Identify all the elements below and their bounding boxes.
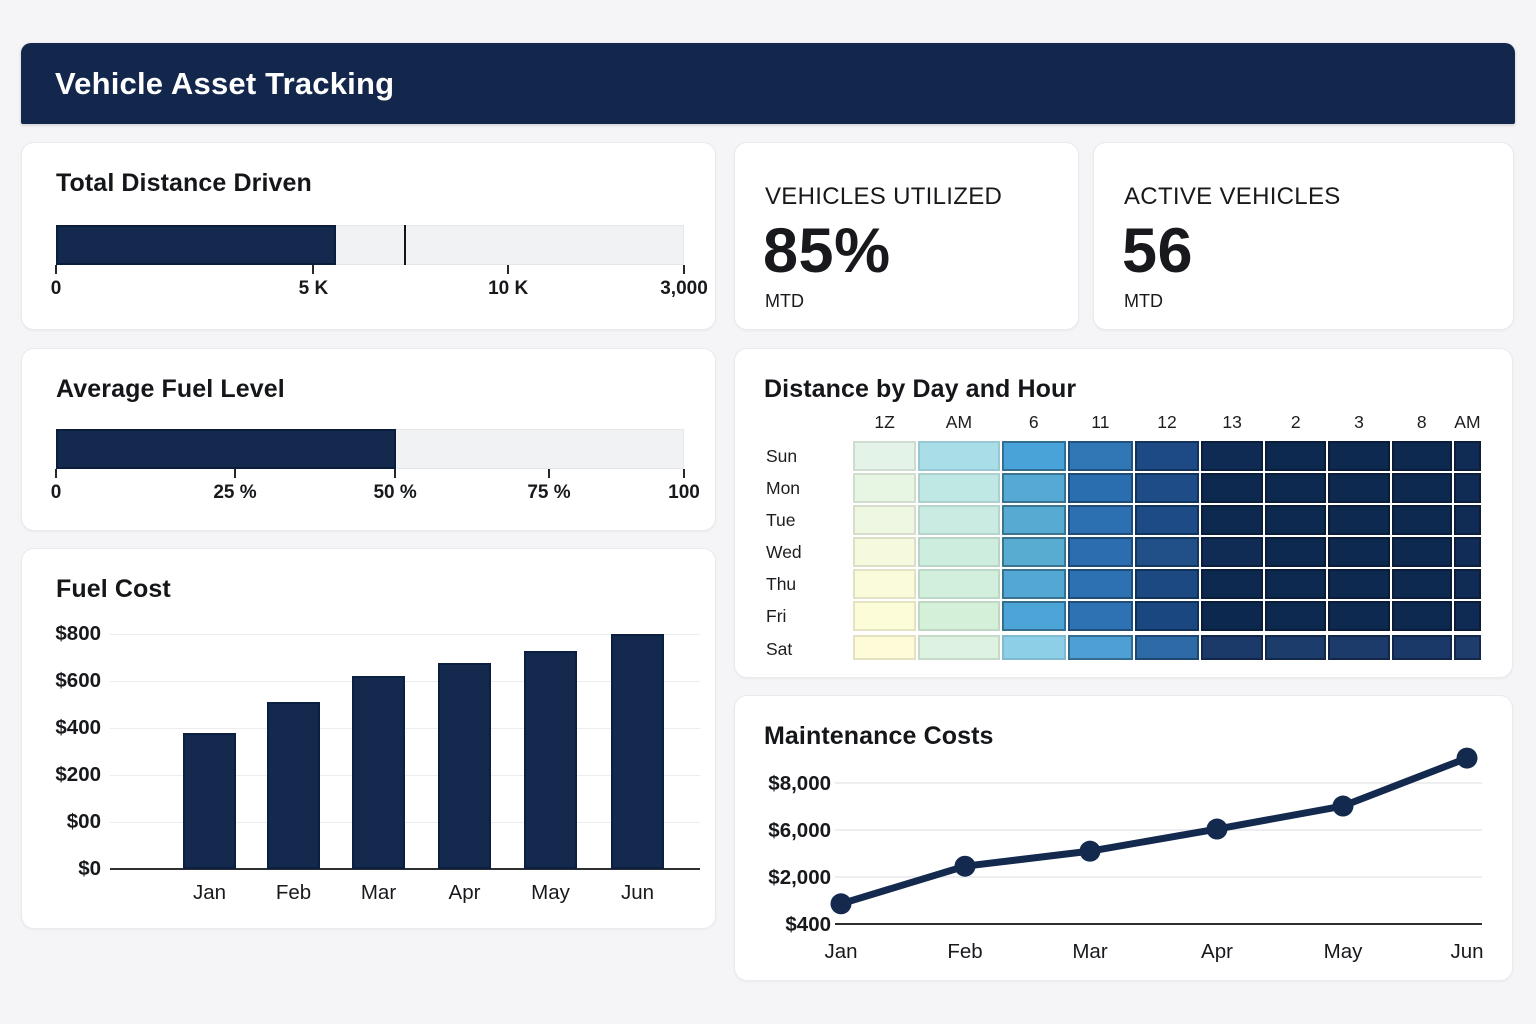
bullet-axis: 0 25 % 50 % 75 % 100 — [51, 469, 700, 515]
y-axis-label: $6,000 — [768, 819, 831, 842]
y-axis-label: $800 — [55, 622, 101, 645]
average-fuel-bullet-chart: 0 25 % 50 % 75 % 100 — [51, 429, 700, 515]
bullet-value-bar — [56, 225, 336, 265]
total-distance-bullet-chart: 0 5 K 10 K 3,000 — [51, 225, 708, 311]
gridline — [110, 680, 700, 682]
x-axis-label: Jan — [824, 940, 857, 963]
kpi-value: 56 — [1122, 216, 1194, 286]
kpi-caption: MTD — [765, 291, 804, 311]
data-point — [1206, 818, 1228, 840]
y-axis-label: $200 — [55, 763, 101, 786]
fuel-cost-bar-chart: $0 $00 $200 $400 $600 $800 Jan Feb Mar Apr May Jun — [22, 549, 715, 928]
axis-tick-label: 100 — [668, 482, 700, 503]
x-axis-label: Feb — [947, 940, 982, 963]
card-title-average-fuel-level: Average Fuel Level — [56, 375, 285, 403]
data-point — [1079, 840, 1101, 862]
kpi-caption: MTD — [1124, 291, 1163, 311]
bullet-target-line — [404, 225, 407, 265]
bar — [352, 675, 405, 869]
maintenance-line-chart: $400 $2,000 $6,000 $8,000 Jan Feb Mar Apr May Jun — [768, 747, 1484, 963]
x-axis-label: May — [1324, 940, 1363, 963]
gridline — [110, 727, 700, 729]
card-title-total-distance: Total Distance Driven — [56, 169, 312, 197]
bar — [267, 702, 320, 869]
bullet-track — [56, 225, 684, 265]
page-title: Vehicle Asset Tracking — [55, 65, 395, 101]
y-axis-label: $600 — [55, 669, 101, 692]
axis-tick-mark — [394, 469, 397, 478]
x-axis-label: Apr — [448, 881, 481, 904]
bullet-value-bar — [56, 429, 397, 469]
x-axis-label: Apr — [1201, 940, 1233, 963]
card-maintenance-costs: Maintenance Costs $400 $2,000 $6,000 $8,000… — [734, 695, 1513, 981]
bar — [611, 634, 664, 869]
kpi-value: 85% — [763, 216, 891, 286]
axis-tick-mark — [547, 469, 550, 478]
kpi-label: ACTIVE VEHICLES — [1124, 183, 1341, 210]
x-axis-line — [110, 868, 700, 870]
axis-tick-label: 50 % — [373, 482, 417, 503]
axis-tick-mark — [683, 265, 685, 274]
bar — [524, 650, 577, 869]
data-point — [1456, 747, 1478, 769]
axis-tick-mark — [55, 265, 57, 274]
card-fuel-cost: Fuel Cost $0 $00 $200 $400 $600 $800 Jan Feb Mar… — [21, 548, 716, 929]
gridline — [110, 821, 700, 823]
x-axis-label: Feb — [275, 881, 312, 904]
y-axis-label: $400 — [55, 716, 101, 739]
bar — [438, 663, 491, 869]
axis-tick-mark — [683, 469, 685, 478]
card-title-fuel-cost: Fuel Cost — [56, 575, 171, 603]
axis-tick-label: 0 — [50, 278, 62, 299]
axis-tick-label: 5 K — [298, 278, 329, 299]
axis-tick-label: 0 — [50, 482, 62, 503]
bar — [183, 733, 236, 869]
y-axis-label: $2,000 — [768, 866, 831, 889]
x-axis-label: May — [531, 881, 570, 904]
axis-tick-label: 10 K — [488, 278, 529, 299]
bullet-track — [56, 429, 684, 469]
x-axis-label: Jun — [620, 881, 655, 904]
y-axis-label: $400 — [785, 913, 831, 936]
card-distance-heatmap: Distance by Day and Hour — [734, 348, 1513, 678]
y-axis-label: $8,000 — [768, 772, 831, 795]
y-axis-label: $0 — [78, 857, 101, 880]
x-axis-label: Mar — [360, 881, 397, 904]
axis-tick-mark — [507, 265, 510, 274]
app-header: Vehicle Asset Tracking — [21, 43, 1515, 124]
x-axis-label: Jan — [192, 881, 227, 904]
card-title-maintenance-costs: Maintenance Costs — [764, 722, 994, 750]
gridline — [110, 633, 700, 635]
axis-tick-mark — [233, 469, 236, 478]
x-axis-label: Mar — [1072, 940, 1107, 963]
data-point — [830, 893, 852, 915]
card-total-distance: Total Distance Driven 0 5 K 10 K 3,000 — [21, 142, 716, 330]
axis-tick-mark — [312, 265, 315, 274]
data-point — [1332, 795, 1354, 817]
card-active-vehicles: ACTIVE VEHICLES 56 MTD — [1093, 142, 1514, 330]
axis-tick-mark — [55, 469, 57, 478]
card-title-distance-heatmap: Distance by Day and Hour — [764, 375, 1077, 403]
axis-tick-label: 3,000 — [660, 278, 708, 299]
kpi-label: VEHICLES UTILIZED — [765, 183, 1003, 210]
y-axis-label: $00 — [66, 810, 101, 833]
card-vehicles-utilized: VEHICLES UTILIZED 85% MTD — [734, 142, 1079, 330]
data-point — [954, 855, 976, 877]
axis-tick-label: 25 % — [213, 482, 257, 503]
card-average-fuel-level: Average Fuel Level 0 25 % 50 % 75 % 100 — [21, 348, 716, 531]
bullet-axis: 0 5 K 10 K 3,000 — [51, 265, 708, 311]
x-axis-label: Jun — [1450, 940, 1483, 963]
gridline — [110, 774, 700, 776]
axis-tick-label: 75 % — [527, 482, 571, 503]
line-series — [837, 754, 1471, 908]
